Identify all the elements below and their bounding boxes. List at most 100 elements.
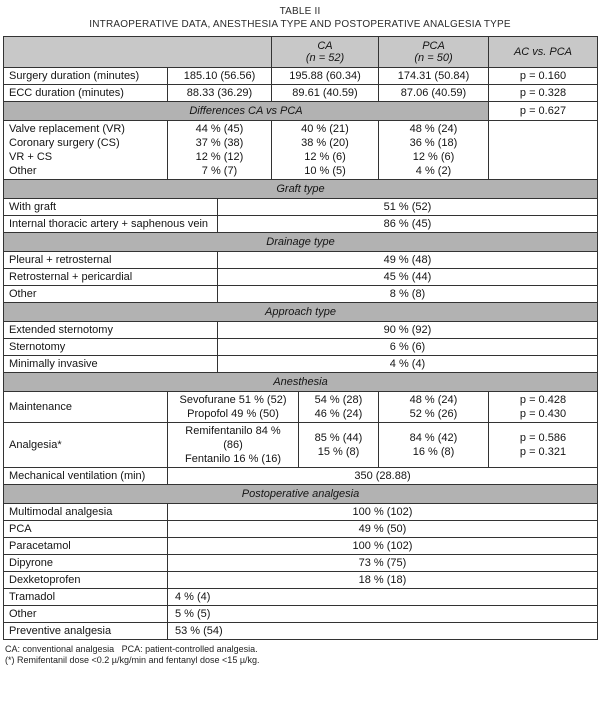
maintenance-ca1: 54 % (28) [314, 394, 363, 406]
header-row: CA (n = 52) PCA (n = 50) AC vs. PCA [3, 36, 598, 68]
tramadol-label: Tramadol [3, 588, 168, 606]
surgery-type-pca: 4 % (2) [415, 165, 452, 177]
row-ecc-duration: ECC duration (minutes) 88.33 (36.29) 89.… [3, 84, 598, 102]
maintenance-pca1: 48 % (24) [409, 394, 458, 406]
row-dexketoprofen: Dexketoprofen 18 % (18) [3, 571, 598, 589]
document-page: TABLE II INTRAOPERATIVE DATA, ANESTHESIA… [3, 5, 598, 665]
preventive-analgesia-label: Preventive analgesia [3, 622, 168, 640]
maintenance-ca2: 46 % (24) [314, 408, 363, 420]
row-paracetamol: Paracetamol 100 % (102) [3, 537, 598, 555]
band-postoperative-analgesia: Postoperative analgesia [3, 484, 598, 504]
with-graft-value: 51 % (52) [217, 198, 598, 216]
analgesia-ca1: 85 % (44) [314, 432, 363, 444]
row-dipyrone: Dipyrone 73 % (75) [3, 554, 598, 572]
minimally-invasive-value: 4 % (4) [217, 355, 598, 373]
maintenance-ca: 54 % (28) 46 % (24) [298, 391, 379, 423]
footnote-doses: (*) Remifentanil dose <0.2 µ/kg/min and … [5, 655, 260, 665]
table-number: TABLE II [279, 6, 321, 17]
sternotomy-label: Sternotomy [3, 338, 218, 356]
row-retrosternal-pericardial: Retrosternal + pericardial 45 % (44) [3, 268, 598, 286]
ecc-duration-total: 88.33 (36.29) [167, 84, 272, 102]
minimally-invasive-label: Minimally invasive [3, 355, 218, 373]
dipyrone-value: 73 % (75) [167, 554, 598, 572]
analgesia-drugs: Remifentanilo 84 % (86) Fentanilo 16 % (… [167, 422, 299, 468]
mechanical-ventilation-label: Mechanical ventilation (min) [3, 467, 168, 485]
surgery-type-total: 44 % (45) [195, 123, 244, 135]
row-tramadol: Tramadol 4 % (4) [3, 588, 598, 606]
row-internal-thoracic: Internal thoracic artery + saphenous vei… [3, 215, 598, 233]
band-graft-type: Graft type [3, 179, 598, 199]
row-pleural-retrosternal: Pleural + retrosternal 49 % (48) [3, 251, 598, 269]
band-anesthesia: Anesthesia [3, 372, 598, 392]
header-ca-n: (n = 52) [305, 52, 345, 64]
paracetamol-label: Paracetamol [3, 537, 168, 555]
sternotomy-value: 6 % (6) [217, 338, 598, 356]
analgesia-p1: p = 0.586 [519, 432, 567, 444]
differences-band: Differences CA vs PCA [3, 101, 489, 121]
analgesia-drug2: Fentanilo 16 % (16) [185, 453, 281, 465]
surgery-type-label: Coronary surgery (CS) [9, 137, 120, 149]
postop-band: Postoperative analgesia [3, 484, 598, 504]
ecc-duration-pca: 87.06 (40.59) [378, 84, 489, 102]
dexketoprofen-value: 18 % (18) [167, 571, 598, 589]
analgesia-p2: p = 0.321 [519, 446, 567, 458]
drainage-band: Drainage type [3, 232, 598, 252]
surgery-type-pca: 36 % (18) [409, 137, 458, 149]
surgery-types-p-empty [488, 120, 598, 180]
surgery-duration-p: p = 0.160 [488, 67, 598, 85]
pleural-retrosternal-label: Pleural + retrosternal [3, 251, 218, 269]
maintenance-p2: p = 0.430 [519, 408, 567, 420]
maintenance-p: p = 0.428 p = 0.430 [488, 391, 598, 423]
analgesia-ca2: 15 % (8) [317, 446, 360, 458]
maintenance-drugs: Sevofurane 51 % (52) Propofol 49 % (50) [167, 391, 299, 423]
ecc-duration-label: ECC duration (minutes) [3, 84, 168, 102]
maintenance-drug1: Sevofurane 51 % (52) [179, 394, 287, 406]
header-ca-title: CA [317, 40, 333, 52]
surgery-type-total: 7 % (7) [201, 165, 238, 177]
drainage-other-value: 8 % (8) [217, 285, 598, 303]
surgery-type-label: Valve replacement (VR) [9, 123, 125, 135]
surgery-type-ca: 38 % (20) [301, 137, 349, 149]
postop-other-value: 5 % (5) [167, 605, 598, 623]
pca-label: PCA [3, 520, 168, 538]
row-maintenance: Maintenance Sevofurane 51 % (52) Propofo… [3, 391, 598, 423]
row-mechanical-ventilation: Mechanical ventilation (min) 350 (28.88) [3, 467, 598, 485]
table-caption: INTRAOPERATIVE DATA, ANESTHESIA TYPE AND… [89, 19, 511, 30]
analgesia-drug1b: (86) [223, 439, 243, 451]
row-postop-other: Other 5 % (5) [3, 605, 598, 623]
row-drainage-other: Other 8 % (8) [3, 285, 598, 303]
surgery-type-pca: 48 % (24) [409, 123, 458, 135]
ecc-duration-p: p = 0.328 [488, 84, 598, 102]
ecc-duration-ca: 89.61 (40.59) [271, 84, 379, 102]
row-surgery-duration: Surgery duration (minutes) 185.10 (56.56… [3, 67, 598, 85]
surgery-duration-pca: 174.31 (50.84) [378, 67, 489, 85]
analgesia-pca2: 16 % (8) [412, 446, 455, 458]
surgery-type-total: 37 % (38) [195, 137, 244, 149]
row-differences: Differences CA vs PCA p = 0.627 [3, 101, 598, 121]
extended-sternotomy-value: 90 % (92) [217, 321, 598, 339]
analgesia-drug1: Remifentanilo 84 % [185, 425, 281, 437]
surgery-type-pca: 12 % (6) [412, 151, 455, 163]
table-title-block: TABLE II INTRAOPERATIVE DATA, ANESTHESIA… [3, 5, 597, 31]
band-approach-type: Approach type [3, 302, 598, 322]
surgery-type-label: Other [9, 165, 37, 177]
differences-p: p = 0.627 [488, 101, 598, 121]
drainage-other-label: Other [3, 285, 218, 303]
retrosternal-pericardial-label: Retrosternal + pericardial [3, 268, 218, 286]
header-comparison: AC vs. PCA [488, 36, 598, 68]
surgery-types-total: 44 % (45) 37 % (38) 12 % (12) 7 % (7) [167, 120, 272, 180]
surgery-types-ca: 40 % (21) 38 % (20) 12 % (6) 10 % (5) [271, 120, 379, 180]
header-ca: CA (n = 52) [271, 36, 379, 68]
surgery-type-ca: 40 % (21) [301, 123, 349, 135]
surgery-duration-total: 185.10 (56.56) [167, 67, 272, 85]
analgesia-pca1: 84 % (42) [409, 432, 458, 444]
surgery-duration-ca: 195.88 (60.34) [271, 67, 379, 85]
surgery-type-total: 12 % (12) [195, 151, 244, 163]
row-with-graft: With graft 51 % (52) [3, 198, 598, 216]
header-pca-title: PCA [422, 40, 445, 52]
row-surgery-types: Valve replacement (VR) Coronary surgery … [3, 120, 598, 180]
data-table: CA (n = 52) PCA (n = 50) AC vs. PCA Surg… [3, 36, 598, 640]
maintenance-pca: 48 % (24) 52 % (26) [378, 391, 489, 423]
with-graft-label: With graft [3, 198, 218, 216]
band-drainage-type: Drainage type [3, 232, 598, 252]
